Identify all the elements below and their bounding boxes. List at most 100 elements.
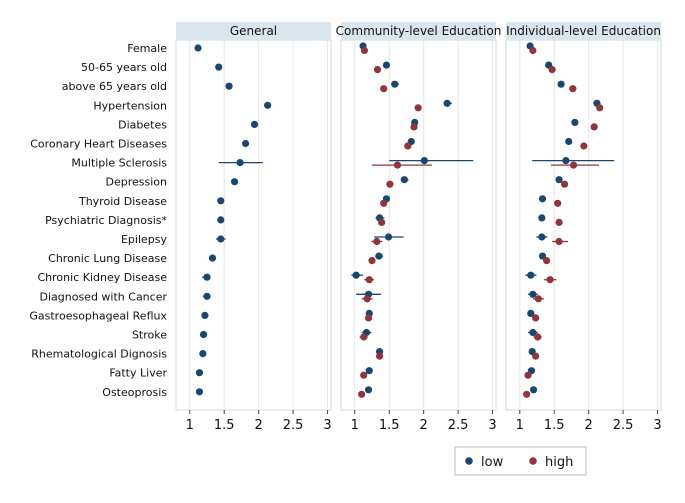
point-low	[571, 118, 579, 126]
x-tick-label: 2.5	[448, 418, 469, 433]
point-low	[230, 178, 239, 186]
category-label: 50-65 years old	[81, 61, 167, 74]
point-low	[382, 61, 391, 69]
point-low	[557, 80, 565, 88]
point-low	[241, 139, 250, 148]
point-high	[380, 199, 388, 207]
point-high	[368, 257, 376, 265]
point-high	[524, 371, 532, 379]
category-label: Multiple Sclerosis	[71, 157, 167, 170]
point-high	[532, 314, 540, 322]
category-label: Psychiatric Diagnosis*	[45, 214, 167, 227]
point-low	[527, 271, 535, 279]
point-high	[569, 161, 578, 169]
point-low	[250, 120, 259, 128]
panel-1: Community-level Education 1 1.5 2 2.5 3	[336, 22, 502, 433]
point-low	[203, 292, 211, 300]
category-label: Diabetes	[118, 118, 167, 131]
point-low	[538, 233, 546, 241]
category-label: Depression	[106, 176, 168, 189]
x-tick-label: 3	[488, 418, 496, 433]
x-tick-label: 3	[323, 418, 331, 433]
point-high	[365, 276, 373, 284]
legend-box	[454, 446, 587, 476]
category-label: above 65 years old	[62, 80, 167, 93]
point-high	[555, 237, 563, 246]
point-high	[375, 352, 384, 360]
category-label: Chronic Lung Disease	[48, 252, 167, 265]
panel-frame	[340, 39, 497, 411]
point-low	[364, 386, 373, 394]
point-high	[534, 333, 542, 341]
category-label: Rhematological Dignosis	[31, 348, 167, 361]
point-high	[523, 390, 531, 398]
point-high	[364, 314, 373, 322]
category-label: Diagnosed with Cancer	[40, 290, 168, 303]
point-low	[236, 159, 244, 167]
panel-frame	[175, 39, 332, 411]
category-label: Thyroid Disease	[78, 195, 167, 208]
panel-frame	[505, 39, 662, 411]
point-low	[384, 233, 393, 241]
point-low	[199, 350, 207, 358]
legend: low high	[454, 446, 587, 476]
point-low	[443, 99, 451, 107]
point-low	[565, 137, 573, 146]
point-high	[358, 390, 366, 398]
point-low	[217, 235, 225, 243]
point-high	[393, 161, 402, 169]
point-low	[264, 101, 272, 109]
x-tick-label: 1.5	[214, 418, 235, 433]
point-low	[375, 252, 383, 260]
category-label: Gastroesophageal Reflux	[29, 309, 167, 322]
point-low	[217, 216, 225, 224]
point-high	[548, 66, 556, 74]
point-low	[199, 330, 208, 339]
category-label: Stroke	[132, 329, 167, 342]
x-tick-label: 2	[585, 418, 593, 433]
point-high	[386, 180, 394, 188]
panel-0: General 1 1.5 2 2.5 3	[175, 22, 332, 433]
x-tick-label: 3	[653, 418, 661, 433]
point-high	[410, 123, 418, 131]
point-low	[352, 271, 360, 279]
point-low	[215, 63, 223, 71]
point-high	[360, 371, 368, 379]
point-high	[596, 104, 604, 112]
category-label: Hypertension	[93, 99, 167, 112]
point-low	[420, 157, 428, 165]
point-low	[538, 214, 546, 222]
category-label: Chronic Kidney Disease	[38, 271, 168, 284]
point-high	[529, 46, 537, 55]
x-tick-label: 2	[255, 418, 263, 433]
point-high	[414, 104, 422, 112]
point-low	[529, 290, 537, 298]
x-tick-label: 2.5	[613, 418, 634, 433]
category-label: Osteoprosis	[102, 386, 167, 399]
point-low	[562, 157, 570, 165]
x-tick-label: 1.5	[544, 418, 565, 433]
point-high	[404, 142, 412, 150]
point-high	[378, 218, 386, 226]
legend-label-high: high	[545, 455, 573, 470]
point-low	[391, 80, 399, 88]
legend-label-low: low	[481, 455, 504, 470]
panel-title: General	[230, 24, 277, 38]
x-tick-label: 2.5	[283, 418, 304, 433]
point-high	[373, 237, 381, 246]
point-high	[569, 85, 577, 93]
point-low	[201, 311, 209, 319]
x-tick-label: 2	[420, 418, 428, 433]
category-label: Female	[127, 42, 167, 55]
point-low	[217, 197, 225, 205]
point-low	[195, 369, 204, 377]
panel-header	[506, 22, 661, 40]
point-low	[365, 367, 373, 375]
point-low	[194, 44, 202, 52]
x-tick-label: 1	[516, 418, 524, 433]
legend-marker-low	[465, 457, 473, 465]
point-high	[554, 199, 562, 207]
panel-title: Community-level Education	[336, 24, 502, 38]
